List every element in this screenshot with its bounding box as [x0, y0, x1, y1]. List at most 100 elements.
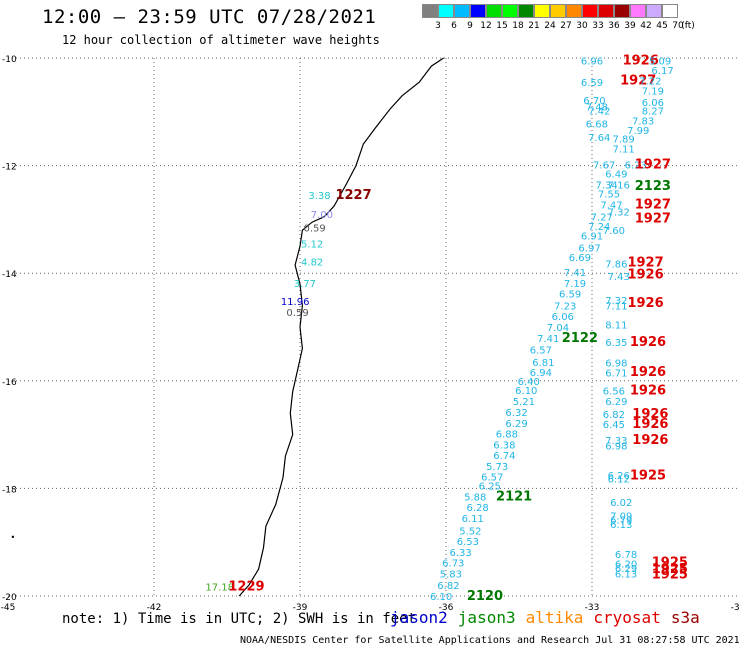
wave-height-label: 7.43: [608, 272, 630, 283]
y-tick-label: -16: [2, 378, 17, 388]
pass-time-label: 1926: [632, 417, 668, 432]
wave-height-label: 6.23: [625, 161, 647, 172]
scale-label: 24: [544, 21, 556, 31]
footer-credit: NOAA/NESDIS Center for Satellite Applica…: [240, 635, 740, 646]
map-title: 12:00 – 23:59 UTC 07/28/2021: [42, 6, 377, 28]
wave-height-label: 6.74: [493, 451, 515, 462]
scale-label: 30: [576, 21, 588, 31]
scale-swatch: [470, 4, 486, 18]
wave-height-label: 6.06: [642, 98, 664, 109]
wave-height-label: 7.22: [639, 77, 661, 88]
wave-height-label: 7.83: [632, 116, 654, 127]
pass-time-label: 2120: [467, 589, 503, 604]
wave-height-label: 5.52: [459, 526, 481, 537]
y-tick-label: -14: [2, 270, 17, 280]
wave-height-label: 7.41: [564, 268, 586, 279]
scale-label: 12: [480, 21, 492, 31]
pass-time-label: 2122: [562, 331, 598, 346]
wave-height-label: 6.96: [581, 57, 603, 68]
satellite-legend-s3a: s3a: [670, 608, 700, 627]
pass-time-label: 1926: [623, 54, 659, 69]
wave-height-label: 5.21: [513, 397, 535, 408]
satellite-legend: jason2 jason3 altika cryosat s3a: [390, 608, 710, 627]
scale-swatch: [630, 4, 646, 18]
scale-swatch: [438, 4, 454, 18]
wave-height-label: 6.71: [605, 369, 627, 380]
pass-time-label: 1926: [627, 267, 663, 282]
scale-swatch: [646, 4, 662, 18]
wave-height-label: 7.34: [595, 180, 617, 191]
wave-height-label: 5.88: [464, 492, 486, 503]
wave-height-label: 7.86: [605, 260, 627, 271]
wave-height-label: 6.56: [603, 386, 625, 397]
satellite-legend-altika: altika: [525, 608, 584, 627]
wave-height-label: 6.45: [603, 420, 625, 431]
wave-height-label: 11.96: [281, 297, 310, 308]
wave-height-label: 6.57: [530, 346, 552, 357]
pass-time-label: 1926: [632, 433, 668, 448]
wave-height-label: 6.78: [615, 550, 637, 561]
wave-height-label: 7.16: [608, 180, 630, 191]
wave-height-label: 6.26: [608, 471, 630, 482]
scale-label: 45: [656, 21, 668, 31]
x-tick-label: -33: [585, 603, 600, 613]
scale-label: 21: [528, 21, 540, 31]
scale-label: 9: [467, 21, 473, 31]
scale-label: 33: [592, 21, 604, 31]
wave-height-label: 7.19: [642, 86, 664, 97]
wave-height-label: 6.25: [479, 482, 501, 493]
wave-height-label: 7.67: [593, 161, 615, 172]
wave-height-label: 7.00: [311, 210, 333, 221]
pass-time-label: 1926: [632, 407, 668, 422]
wave-height-label: 6.29: [605, 397, 627, 408]
wave-height-label: 3.38: [308, 191, 330, 202]
satellite-legend-jason3: jason3: [457, 608, 516, 627]
wave-height-label: 6.68: [586, 120, 608, 131]
wave-height-label: 7.64: [588, 133, 610, 144]
wave-height-label: 5.12: [301, 240, 323, 251]
wave-height-label: 6.79: [610, 516, 632, 527]
wave-height-label: 0.59: [303, 223, 325, 234]
scale-label: 39: [624, 21, 636, 31]
island-marker: [11, 535, 15, 539]
wave-height-label: 6.32: [505, 408, 527, 419]
scale-swatch: [566, 4, 582, 18]
y-tick-label: -10: [2, 55, 17, 65]
wave-height-label: 6.13: [610, 520, 632, 531]
wave-height-label: 7.47: [600, 200, 622, 211]
wave-height-label: 6.53: [457, 537, 479, 548]
y-tick-label: -20: [2, 593, 17, 603]
wave-height-label: 7.19: [564, 279, 586, 290]
pass-time-label: 1926: [627, 296, 663, 311]
scale-swatch: [614, 4, 630, 18]
wave-height-label: 7.32: [608, 207, 630, 218]
wave-height-label: 7.27: [591, 213, 613, 224]
wave-height-label: 6.57: [481, 473, 503, 484]
wave-height-label: 6.35: [605, 338, 627, 349]
wave-height-label: 6.81: [532, 358, 554, 369]
wave-height-label: 6.02: [610, 498, 632, 509]
pass-time-label: 1926: [630, 365, 666, 380]
scale-swatch: [518, 4, 534, 18]
wave-height-label: 7.41: [537, 334, 559, 345]
wave-height-label: 6.49: [605, 170, 627, 181]
wave-height-label: 6.38: [493, 440, 515, 451]
wave-height-label: 6.12: [608, 475, 630, 486]
wave-height-label: 7.32: [605, 296, 627, 307]
wave-height-label: 6.98: [605, 359, 627, 370]
y-tick-label: -12: [2, 163, 17, 173]
pass-time-label: 1926: [630, 383, 666, 398]
wave-height-label: 3.77: [294, 279, 316, 290]
pass-time-label: 1227: [335, 188, 371, 203]
pass-time-label: 1927: [635, 211, 671, 226]
wave-height-label: 6.13: [615, 569, 637, 580]
x-tick-label: -39: [293, 603, 308, 613]
wave-height-label: 7.48: [586, 102, 608, 113]
wave-height-label: 5.73: [486, 462, 508, 473]
wave-height-label: 7.11: [613, 144, 635, 155]
wave-height-label: 6.82: [437, 581, 459, 592]
scale-label: 6: [451, 21, 457, 31]
wave-height-label: 7.04: [547, 323, 569, 334]
pass-time-label: 1927: [627, 255, 663, 270]
wave-height-label: 6.91: [581, 232, 603, 243]
